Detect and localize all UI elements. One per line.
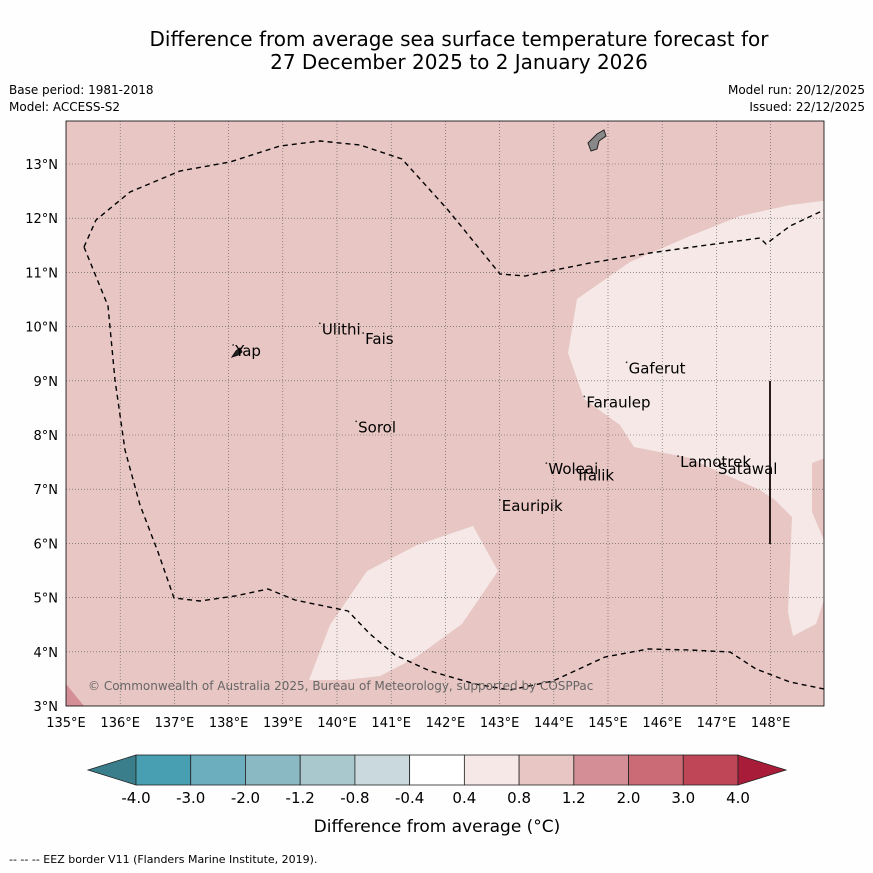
colorbar-under-arrow <box>86 754 137 786</box>
map-frame <box>65 120 825 707</box>
place-label-faraulep: Faraulep <box>586 393 650 411</box>
place-label-yap: Yap <box>234 342 261 360</box>
place-marker <box>625 361 628 364</box>
latitude-tick-label: 7°N <box>34 483 59 498</box>
colorbar <box>86 754 788 786</box>
place-marker <box>355 420 358 423</box>
meta-right: Model run: 20/12/2025 Issued: 22/12/2025 <box>728 83 865 117</box>
latitude-tick-labels: 3°N 4°N 5°N 6°N 7°N 8°N 9°N 10°N 11°N 12°N 13°N <box>25 158 58 715</box>
latitude-tick-label: 5°N <box>34 592 59 607</box>
yap-island <box>230 347 243 358</box>
longitude-tick-label: 136°E <box>100 716 140 731</box>
map-title: Difference from average sea surface temp… <box>45 28 873 74</box>
latitude-tick-label: 11°N <box>25 266 58 281</box>
longitude-tick-labels: 135°E 136°E 137°E 138°E 139°E 140°E 141°E 142°E… <box>46 716 790 731</box>
place-label-sorol: Sorol <box>358 418 396 436</box>
colorbar-segment <box>409 754 465 786</box>
longitude-tick-label: 147°E <box>697 716 737 731</box>
place-label-fais: Fais <box>365 330 394 348</box>
place-marker <box>232 344 235 346</box>
colorbar-tick-label: 3.0 <box>671 789 695 807</box>
title-line-2: 27 December 2025 to 2 January 2026 <box>270 50 648 74</box>
colorbar-segment <box>190 754 246 786</box>
colorbar-segment <box>135 754 192 786</box>
colorbar-segment <box>682 754 739 786</box>
title-line-1: Difference from average sea surface temp… <box>149 27 769 51</box>
longitude-tick-label: 148°E <box>751 716 791 731</box>
colorbar-segment <box>299 754 356 786</box>
colorbar-segment <box>245 754 301 786</box>
latitude-tick-label: 4°N <box>34 646 59 661</box>
longitude-tick-label: 138°E <box>209 716 249 731</box>
place-label-lamotrek: Lamotrek <box>680 453 751 471</box>
guam-island <box>587 129 607 152</box>
anomaly-region-east <box>568 200 824 636</box>
anomaly-region-southwest <box>309 526 498 680</box>
eez-legend-note: -- -- -- EEZ border V11 (Flanders Marine… <box>9 853 318 866</box>
latitude-tick-label: 6°N <box>34 537 59 552</box>
place-marker <box>583 395 586 398</box>
colorbar-tick-label: -1.2 <box>286 789 315 807</box>
colorbar-tick-label: -4.0 <box>121 789 150 807</box>
anomaly-region-east-edge <box>812 458 824 541</box>
longitude-tick-label: 142°E <box>426 716 466 731</box>
model-run: Model run: 20/12/2025 <box>727 83 865 97</box>
anomaly-region-corner <box>66 684 84 706</box>
longitude-tick-label: 137°E <box>155 716 195 731</box>
colorbar-tick-label: -2.0 <box>231 789 260 807</box>
longitude-tick-label: 145°E <box>588 716 628 731</box>
place-marker <box>575 468 578 471</box>
colorbar-tick-label: -0.8 <box>340 789 369 807</box>
longitude-tick-label: 139°E <box>263 716 303 731</box>
longitude-tick-label: 143°E <box>480 716 520 731</box>
place-label-ifalik: Ifalik <box>578 467 614 485</box>
colorbar-segment <box>518 754 575 786</box>
place-marker <box>498 499 501 501</box>
place-label-ulithi: Ulithi <box>322 320 361 338</box>
colorbar-label: Difference from average (°C) <box>314 817 561 837</box>
place-marker <box>318 322 321 325</box>
colorbar-segment <box>628 754 684 786</box>
place-label-gaferut: Gaferut <box>629 359 686 377</box>
colorbar-tick-label: -0.4 <box>395 789 424 807</box>
colorbar-tick-label: 0.4 <box>452 789 476 807</box>
meta-left: Base period: 1981-2018 Model: ACCESS-S2 <box>9 83 154 117</box>
place-marker <box>545 462 548 465</box>
colorbar-tick-label: 0.8 <box>507 789 531 807</box>
latitude-tick-label: 8°N <box>34 429 59 444</box>
colorbar-tick-label: -3.0 <box>176 789 205 807</box>
base-period: Base period: 1981-2018 <box>9 83 154 97</box>
latitude-tick-label: 13°N <box>25 158 58 173</box>
place-marker <box>362 332 365 334</box>
colorbar-over-arrow <box>737 754 788 786</box>
latitude-tick-label: 12°N <box>25 212 58 227</box>
colorbar-segment <box>463 754 520 786</box>
colorbar-segment <box>573 754 629 786</box>
graticule <box>66 121 824 706</box>
eez-border-line <box>83 140 824 691</box>
model-name: Model: ACCESS-S2 <box>9 100 121 114</box>
colorbar-tick-label: 1.2 <box>562 789 586 807</box>
longitude-tick-label: 135°E <box>46 716 86 731</box>
place-marker <box>677 455 679 457</box>
longitude-tick-label: 146°E <box>642 716 682 731</box>
colorbar-segment <box>354 754 411 786</box>
colorbar-tick-label: 4.0 <box>726 789 750 807</box>
place-marker <box>715 462 717 465</box>
longitude-tick-label: 140°E <box>317 716 357 731</box>
place-label-woleai: Woleai <box>548 460 598 478</box>
place-label-satawal: Satawal <box>718 460 777 478</box>
longitude-tick-label: 141°E <box>371 716 411 731</box>
longitude-tick-label: 144°E <box>534 716 574 731</box>
latitude-tick-label: 10°N <box>25 321 58 336</box>
colorbar-tick-label: 2.0 <box>617 789 641 807</box>
copyright-notice: © Commonwealth of Australia 2025, Bureau… <box>88 679 593 693</box>
latitude-tick-label: 3°N <box>34 700 59 715</box>
colorbar-tick-labels: -4.0 -3.0 -2.0 -1.2 -0.8 -0.4 0.4 0.8 1.2 2.0 3.0 4… <box>121 789 750 807</box>
issued-date: Issued: 22/12/2025 <box>749 100 865 114</box>
latitude-tick-label: 9°N <box>34 375 59 390</box>
place-label-eauripik: Eauripik <box>502 497 563 515</box>
